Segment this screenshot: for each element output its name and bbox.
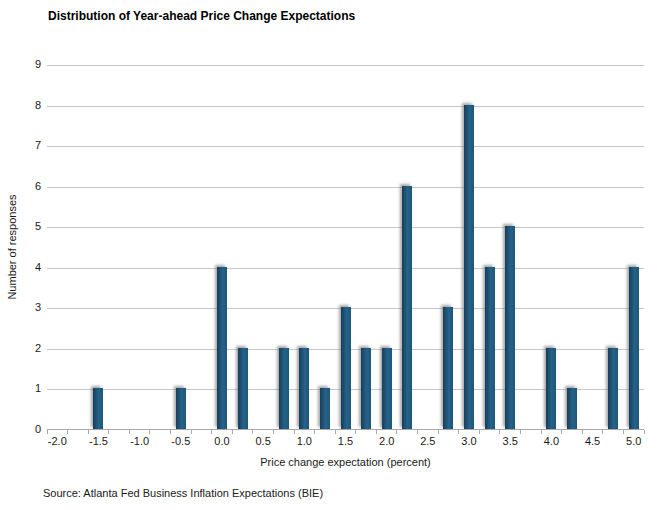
bar-x2.75 (443, 307, 453, 429)
x-axis-tick (396, 430, 397, 434)
x-axis-tick (479, 430, 480, 434)
x-axis-tick (335, 430, 336, 434)
bar-x1 (299, 348, 309, 429)
x-tick-label-1.5: 1.5 (326, 435, 366, 447)
bar-x1.5 (341, 307, 351, 429)
x-axis-tick (602, 430, 603, 434)
x-axis-tick (170, 430, 171, 434)
x-axis-tick (417, 430, 418, 434)
x-axis-tick (191, 430, 192, 434)
gridline-y6 (47, 187, 644, 188)
x-axis-tick (252, 430, 253, 434)
y-tick-label-4: 4 (0, 261, 41, 273)
x-axis-tick (314, 430, 315, 434)
chart-figure: Distribution of Year-ahead Price Change … (0, 0, 660, 510)
x-axis-tick (129, 430, 130, 434)
bar-x2 (382, 348, 392, 429)
y-tick-label-2: 2 (0, 342, 41, 354)
x-tick-label-1.0: 1.0 (284, 435, 324, 447)
x-axis-tick (561, 430, 562, 434)
x-tick-label-5.0: 5.0 (614, 435, 654, 447)
x-axis-tick (232, 430, 233, 434)
y-tick-label-0: 0 (0, 423, 41, 435)
bar-x1.75 (361, 348, 371, 429)
gridline-y9 (47, 65, 644, 66)
x-axis-tick (149, 430, 150, 434)
bar-x4 (546, 348, 556, 429)
gridline-y8 (47, 106, 644, 107)
x-tick-label--0.5: -0.5 (161, 435, 201, 447)
bar-x-0.5 (176, 388, 186, 429)
x-tick-label--2.0: -2.0 (37, 435, 77, 447)
x-axis-title: Price change expectation (percent) (47, 456, 644, 468)
x-axis-tick (623, 430, 624, 434)
source-note: Source: Atlanta Fed Business Inflation E… (43, 487, 323, 499)
y-axis-title: Number of responses (6, 77, 18, 417)
bar-x-1.5 (93, 388, 103, 429)
gridline-y5 (47, 227, 644, 228)
y-tick-label-8: 8 (0, 99, 41, 111)
bar-x0.25 (238, 348, 248, 429)
x-axis-tick (294, 430, 295, 434)
x-axis-tick (211, 430, 212, 434)
x-tick-label-4.0: 4.0 (531, 435, 571, 447)
x-axis-tick (541, 430, 542, 434)
x-tick-label-3.0: 3.0 (449, 435, 489, 447)
x-axis-tick (108, 430, 109, 434)
chart-title: Distribution of Year-ahead Price Change … (48, 9, 355, 23)
x-axis-tick (376, 430, 377, 434)
x-axis-tick (499, 430, 500, 434)
x-tick-label-2.5: 2.5 (408, 435, 448, 447)
x-axis-tick (438, 430, 439, 434)
x-tick-label-4.5: 4.5 (573, 435, 613, 447)
bar-x3.5 (505, 226, 515, 429)
y-tick-label-7: 7 (0, 139, 41, 151)
x-axis-tick (355, 430, 356, 434)
gridline-y4 (47, 268, 644, 269)
x-axis-tick (520, 430, 521, 434)
bar-x0 (217, 267, 227, 429)
x-tick-label--1.0: -1.0 (120, 435, 160, 447)
bar-x5 (629, 267, 639, 429)
gridline-y7 (47, 146, 644, 147)
bar-x0.75 (279, 348, 289, 429)
x-axis-tick (644, 430, 645, 434)
x-tick-label-0.0: 0.0 (202, 435, 242, 447)
x-axis-tick (273, 430, 274, 434)
x-axis-tick (458, 430, 459, 434)
x-axis-line (47, 429, 644, 430)
bar-x4.25 (567, 388, 577, 429)
bar-x4.75 (608, 348, 618, 429)
x-tick-label-2.0: 2.0 (367, 435, 407, 447)
bar-x1.25 (320, 388, 330, 429)
x-tick-label-3.5: 3.5 (490, 435, 530, 447)
y-tick-label-3: 3 (0, 301, 41, 313)
y-tick-label-6: 6 (0, 180, 41, 192)
x-tick-label-0.5: 0.5 (243, 435, 283, 447)
x-axis-tick (67, 430, 68, 434)
bar-x2.25 (402, 186, 412, 429)
x-axis-tick (47, 430, 48, 434)
bar-x3.25 (485, 267, 495, 429)
y-tick-label-1: 1 (0, 382, 41, 394)
y-tick-label-9: 9 (0, 58, 41, 70)
y-tick-label-5: 5 (0, 220, 41, 232)
x-tick-label--1.5: -1.5 (78, 435, 118, 447)
bar-x3 (464, 105, 474, 429)
x-axis-tick (88, 430, 89, 434)
plot-area: -2.0-1.5-1.0-0.50.00.51.01.52.02.53.03.5… (47, 65, 644, 430)
x-axis-tick (582, 430, 583, 434)
